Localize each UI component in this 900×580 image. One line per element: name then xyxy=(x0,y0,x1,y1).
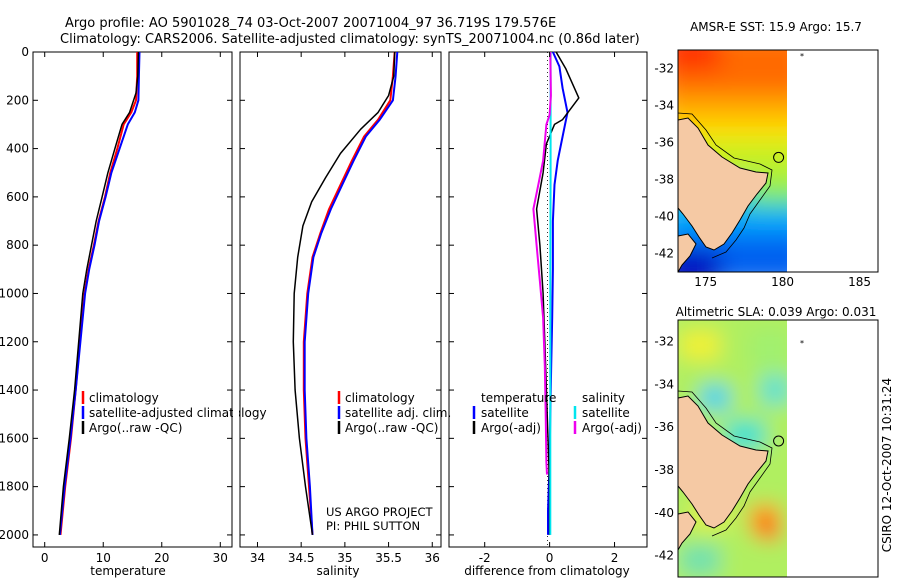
salinity-series xyxy=(292,51,399,536)
temperature-series xyxy=(58,51,141,535)
temperature-xlabel: temperature xyxy=(90,564,165,578)
y-tick-label: 2000 xyxy=(0,528,29,542)
difference-series xyxy=(532,51,580,535)
legend-label: climatology xyxy=(345,391,415,405)
legend-header-temperature: temperature xyxy=(481,391,556,405)
sla-map-frame xyxy=(677,319,879,578)
y-tick-label: 400 xyxy=(6,142,29,156)
legend-label: satellite xyxy=(481,406,529,420)
y-tick-label: 600 xyxy=(6,190,29,204)
series-line-climatology xyxy=(59,52,139,535)
legend-label: satellite xyxy=(582,406,630,420)
footer-stamp: CSIRO 12-Oct-2007 10:31:24 xyxy=(880,378,894,552)
difference-xlabel: difference from climatology xyxy=(464,564,630,578)
legend-label: climatology xyxy=(89,391,159,405)
map-y-tick-label: -38 xyxy=(654,463,674,477)
x-tick-label: 34 xyxy=(250,551,265,565)
map-y-tick-label: -40 xyxy=(654,210,674,224)
y-tick-label: 1000 xyxy=(0,286,29,300)
project-annotation: US ARGO PROJECT xyxy=(326,505,434,519)
map-x-tick-label: 175 xyxy=(694,275,717,289)
legend-clip-mask xyxy=(233,405,239,421)
legend-label: satellite adj. clim. xyxy=(345,406,451,420)
map-y-tick-label: -42 xyxy=(654,549,674,563)
legend-label: Argo(..raw -QC) xyxy=(89,421,182,435)
map-y-tick-label: -32 xyxy=(654,62,674,76)
series-line-argo-raw-qc- xyxy=(58,51,140,535)
x-tick-label: 35 xyxy=(337,551,352,565)
y-tick-label: 1400 xyxy=(0,383,29,397)
header-line-2: Climatology: CARS2006. Satellite-adjuste… xyxy=(60,32,640,47)
sla-contour xyxy=(678,390,773,537)
difference-panel xyxy=(448,51,648,548)
salinity-xlabel: salinity xyxy=(316,564,359,578)
series-line-satellite-adjusted-climatology xyxy=(58,51,141,535)
temperature-panel xyxy=(32,51,233,548)
sla-south-island xyxy=(678,511,697,552)
series-line-satellite-adj-clim- xyxy=(303,51,399,535)
y-tick-label: 1600 xyxy=(0,431,29,445)
header-line-1: Argo profile: AO 5901028_74 03-Oct-2007 … xyxy=(65,16,556,31)
map-y-tick-label: -34 xyxy=(654,99,674,113)
salinity-legend: climatology satellite adj. clim. Argo(..… xyxy=(337,391,451,435)
x-tick-label: 2 xyxy=(611,551,619,565)
legend-label: Argo(..raw -QC) xyxy=(345,421,438,435)
sst-argo-marker xyxy=(773,151,785,163)
difference-legend: temperature salinity satellite Argo(-adj… xyxy=(472,391,642,435)
temperature-legend: climatology satellite-adjusted climatolo… xyxy=(81,391,267,435)
series-line-salinity-argo-adj- xyxy=(532,51,552,475)
salinity-panel xyxy=(239,51,442,548)
pi-annotation: PI: PHIL SUTTON xyxy=(326,519,420,533)
x-tick-label: 10 xyxy=(96,551,111,565)
map-y-tick-label: -34 xyxy=(654,377,674,391)
legend-label: Argo(-adj) xyxy=(481,421,541,435)
sst-map-title: AMSR-E SST: 15.9 Argo: 15.7 xyxy=(690,20,862,34)
map-y-tick-label: -36 xyxy=(654,136,674,150)
sst-star-mark: * xyxy=(800,52,804,61)
map-y-tick-label: -40 xyxy=(654,506,674,520)
map-y-tick-label: -36 xyxy=(654,420,674,434)
x-tick-label: 0 xyxy=(546,551,554,565)
sla-star-mark: * xyxy=(800,339,804,348)
legend-label: Argo(-adj) xyxy=(582,421,642,435)
sst-map-frame xyxy=(677,49,879,273)
sst-heatmap xyxy=(678,50,878,272)
sla-map-title: Altimetric SLA: 0.039 Argo: 0.031 xyxy=(676,305,877,319)
series-line-climatology xyxy=(302,51,396,535)
x-tick-label: 35.5 xyxy=(375,551,402,565)
y-tick-label: 1800 xyxy=(0,480,29,494)
legend-label: satellite-adjusted climatology xyxy=(89,406,267,420)
sst-landmass xyxy=(678,117,769,251)
series-line-temperature-argo-adj- xyxy=(535,51,580,535)
sla-argo-marker xyxy=(773,435,785,447)
series-line-argo-raw-qc- xyxy=(292,51,396,536)
y-tick-label: 0 xyxy=(21,45,29,59)
y-tick-label: 1200 xyxy=(0,335,29,349)
map-y-tick-label: -38 xyxy=(654,173,674,187)
x-tick-label: 0 xyxy=(41,551,49,565)
y-tick-label: 200 xyxy=(6,93,29,107)
sla-landmass xyxy=(678,395,769,529)
x-tick-label: -2 xyxy=(479,551,491,565)
map-x-tick-label: 180 xyxy=(771,275,794,289)
x-tick-label: 36 xyxy=(425,551,440,565)
map-y-tick-label: -42 xyxy=(654,247,674,261)
map-x-tick-label: 185 xyxy=(848,275,871,289)
x-tick-label: 34.5 xyxy=(288,551,315,565)
legend-header-salinity: salinity xyxy=(582,391,625,405)
sla-heatmap xyxy=(678,320,878,577)
sst-south-island xyxy=(678,233,697,272)
y-tick-label: 800 xyxy=(6,238,29,252)
map-y-tick-label: -32 xyxy=(654,334,674,348)
x-tick-label: 20 xyxy=(154,551,169,565)
sst-contour xyxy=(678,112,773,259)
x-tick-label: 30 xyxy=(213,551,228,565)
